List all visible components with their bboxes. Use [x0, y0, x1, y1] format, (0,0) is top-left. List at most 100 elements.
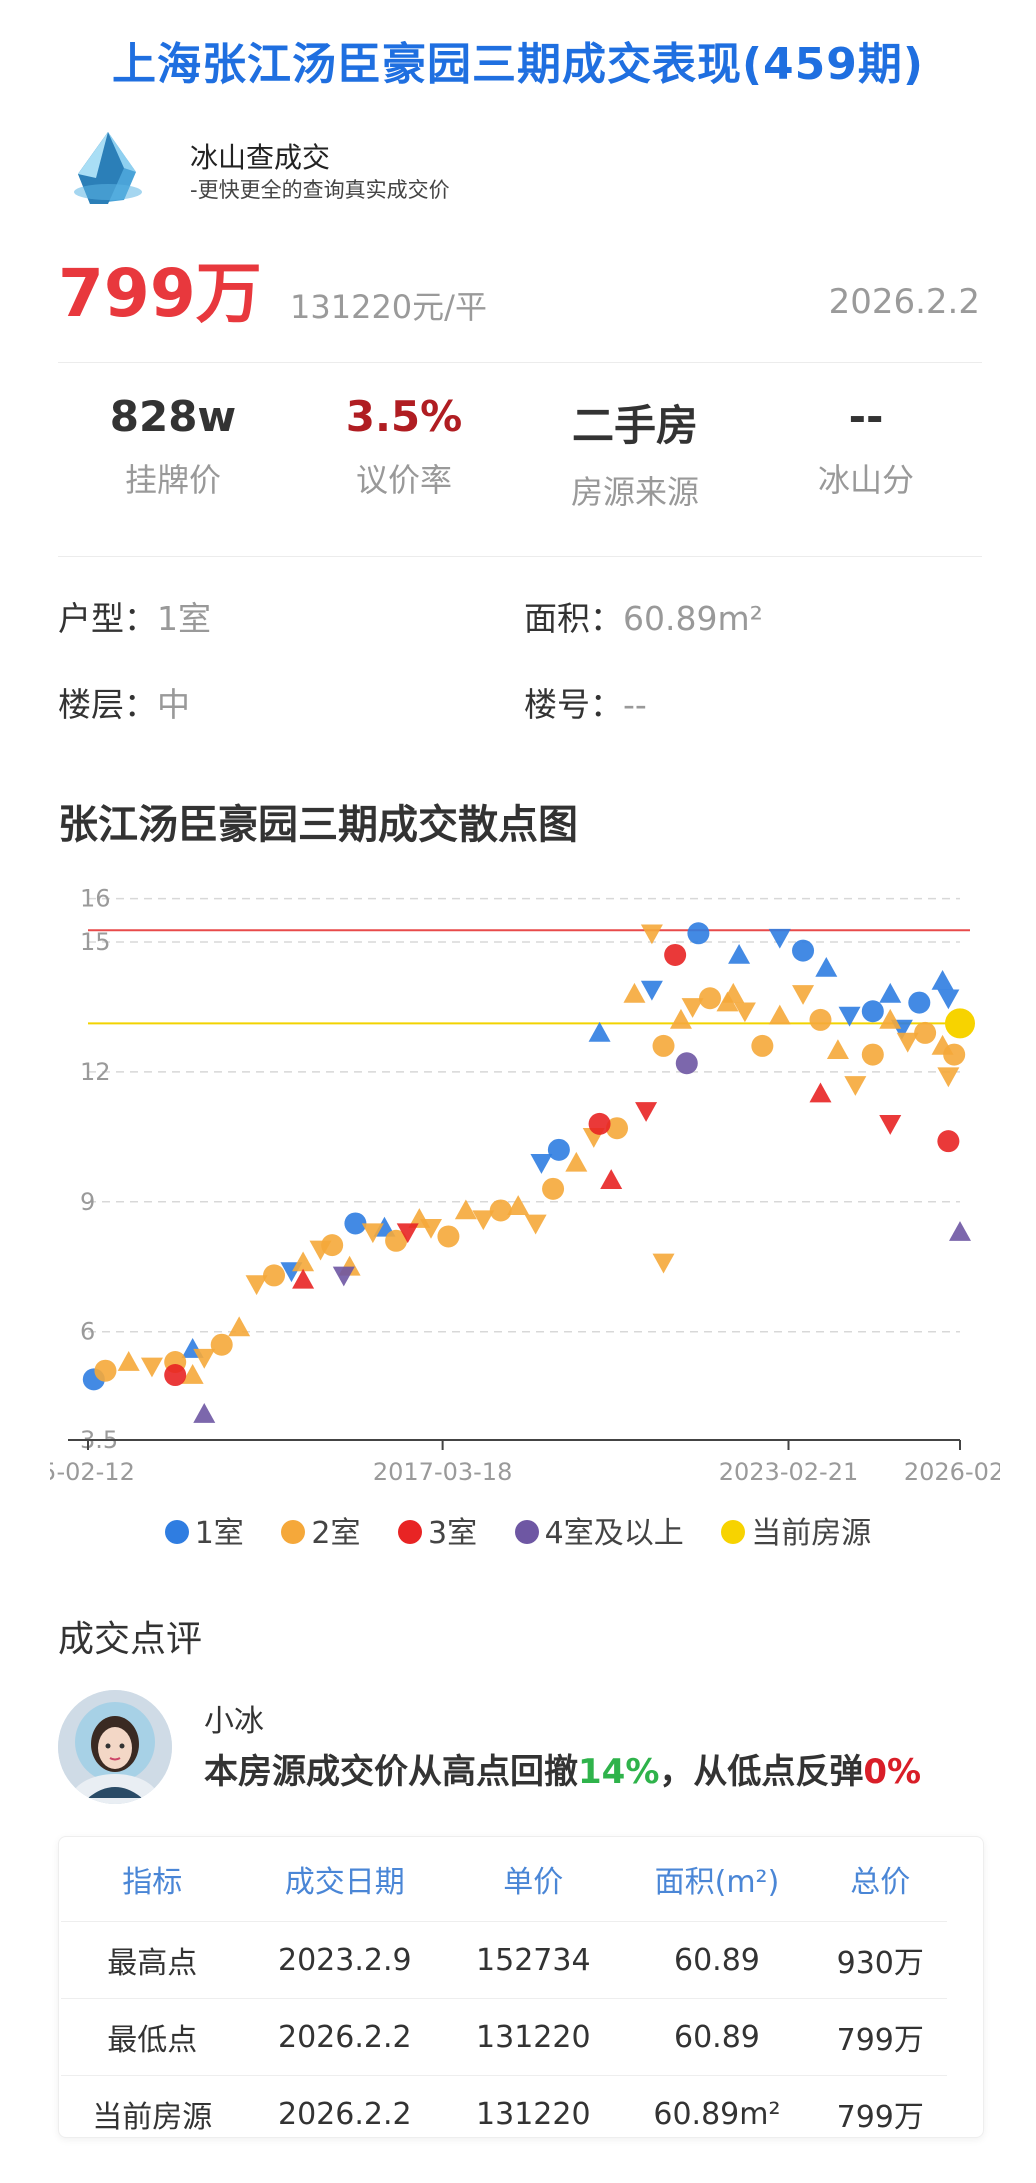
- brand-name: 冰山查成交: [190, 141, 331, 174]
- legend-item-1room[interactable]: 1室: [164, 1508, 244, 1552]
- data-point-triangle-up: [454, 1199, 477, 1220]
- detail-building: 楼号：--: [524, 678, 647, 726]
- detail-label: 面积：: [524, 599, 623, 638]
- data-point-circle: [675, 1052, 698, 1075]
- chart-title: 张江汤臣豪园三期成交散点图: [58, 802, 578, 848]
- legend-label: 当前房源: [751, 1516, 872, 1551]
- stat-label: 挂牌价: [124, 461, 221, 499]
- table-cell: 最低点: [61, 1998, 244, 2076]
- page-title: 上海张江汤臣豪园三期成交表现(459期): [111, 39, 925, 90]
- detail-value: 60.89m²: [623, 599, 763, 638]
- data-point-triangle-down: [635, 1102, 658, 1122]
- data-point-triangle-down: [396, 1223, 419, 1244]
- data-point-triangle-down: [896, 1032, 919, 1053]
- data-point-circle: [861, 1043, 884, 1066]
- data-point-triangle-down: [332, 1266, 355, 1287]
- data-point-circle: [687, 922, 710, 945]
- table-cell: 2026.2.2: [243, 1998, 447, 2076]
- data-point-triangle-down: [792, 985, 815, 1005]
- data-point-triangle-up: [292, 1251, 315, 1272]
- deal-date: 2026.2.2: [828, 282, 980, 322]
- legend-label: 3室: [428, 1516, 478, 1551]
- legend-label: 1室: [194, 1516, 244, 1551]
- data-point-circle: [652, 1034, 675, 1057]
- table-cell: 131220: [446, 2075, 621, 2152]
- data-point-circle: [699, 987, 722, 1010]
- legend-dot-icon: [398, 1519, 422, 1544]
- legend-item-4room-plus[interactable]: 4室及以上: [514, 1508, 684, 1552]
- data-point-triangle-down: [419, 1218, 442, 1239]
- data-point-triangle-up: [809, 1082, 832, 1103]
- stat-value: 828w: [109, 392, 237, 441]
- table-header: 面积(m²): [654, 1865, 780, 1900]
- detail-layout: 户型：1室: [58, 592, 211, 640]
- data-point-circle: [664, 943, 687, 966]
- data-point-circle: [164, 1364, 187, 1387]
- data-point-triangle-up: [507, 1195, 530, 1215]
- legend-label: 4室及以上: [544, 1516, 684, 1551]
- y-tick-label: 9: [80, 1188, 95, 1216]
- review-text: 本房源成交价从高点回撤14%，从低点反弹0%: [204, 1744, 921, 1793]
- divider: [58, 362, 982, 363]
- data-point-triangle-down: [472, 1210, 495, 1231]
- data-point-circle: [809, 1008, 832, 1031]
- data-point-triangle-down: [681, 998, 704, 1018]
- data-point-circle: [344, 1212, 367, 1235]
- x-tick-label: 5-02-12: [50, 1458, 135, 1486]
- data-point-triangle-up: [728, 943, 751, 964]
- table-cell: 2026.2.2: [243, 2075, 447, 2152]
- table-row: 当前房源 2026.2.2 131220 60.89m² 799万: [61, 2075, 947, 2152]
- data-point-circle: [321, 1234, 344, 1257]
- legend-label: 2室: [311, 1516, 361, 1551]
- drawdown-percent: 14%: [578, 1752, 660, 1792]
- review-text-part: ，从低点反弹: [659, 1752, 864, 1792]
- legend-dot-icon: [281, 1519, 306, 1544]
- legend-item-2room[interactable]: 2室: [281, 1508, 360, 1552]
- table-cell: 2023.2.9: [243, 1921, 447, 1999]
- table-header-row: 指标 成交日期 单价 面积(m²) 总价: [61, 1837, 947, 1922]
- chart-legend: 1室 2室 3室 4室及以上 当前房源: [0, 1508, 1036, 1552]
- divider: [58, 556, 982, 557]
- data-point-circle: [588, 1112, 611, 1135]
- data-point-circle: [751, 1034, 774, 1057]
- detail-value: 中: [157, 685, 190, 724]
- data-point-triangle-up: [292, 1268, 315, 1289]
- table-cell: 799万: [813, 1998, 947, 2076]
- legend-dot-icon: [721, 1519, 746, 1544]
- data-point-circle: [437, 1225, 460, 1248]
- data-point-triangle-down: [838, 1006, 861, 1027]
- data-point-triangle-up: [228, 1316, 251, 1337]
- table-cell: 60.89m²: [620, 2075, 814, 2152]
- iceberg-logo-icon: [70, 128, 146, 208]
- review-text-part: 本房源成交价从高点回撤: [204, 1752, 578, 1792]
- stat-value: 二手房: [571, 401, 698, 450]
- review-section-title: 成交点评: [58, 1619, 203, 1660]
- data-point-circle: [792, 939, 815, 962]
- data-point-triangle-up: [815, 956, 838, 977]
- data-point-triangle-up: [588, 1021, 611, 1042]
- total-price: 799万: [58, 255, 262, 332]
- stat-label: 房源来源: [570, 473, 699, 511]
- table-header: 指标: [122, 1865, 183, 1900]
- legend-dot-icon: [164, 1519, 189, 1544]
- data-point-triangle-down: [140, 1357, 163, 1378]
- brand-slogan: -更快更全的查询真实成交价: [190, 178, 450, 202]
- stat-iceberg-score: -- 冰山分: [751, 392, 981, 501]
- table-cell: 60.89: [620, 1921, 814, 1999]
- table-cell: 60.89: [620, 1998, 814, 2076]
- table-cell: 131220: [446, 1998, 621, 2076]
- data-point-circle: [945, 1008, 975, 1039]
- x-tick-label: 2023-02-21: [719, 1458, 858, 1486]
- y-tick-label: 16: [80, 885, 111, 913]
- stat-bargain-rate: 3.5% 议价率: [289, 392, 519, 501]
- table-header: 成交日期: [284, 1865, 405, 1900]
- table-cell: 152734: [446, 1921, 621, 1999]
- table-header: 总价: [850, 1865, 911, 1900]
- data-point-circle: [94, 1359, 117, 1382]
- x-tick-label: 2017-03-18: [373, 1458, 512, 1486]
- detail-area: 面积：60.89m²: [524, 592, 763, 640]
- unit-price: 131220元/平: [290, 288, 487, 326]
- legend-item-3room[interactable]: 3室: [398, 1508, 477, 1552]
- legend-item-current[interactable]: 当前房源: [721, 1508, 871, 1552]
